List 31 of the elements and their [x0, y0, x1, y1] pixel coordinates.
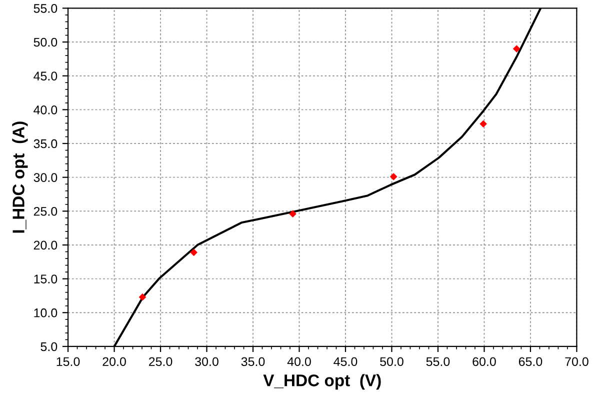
- point: [289, 210, 296, 218]
- y-tick-label: 55.0: [34, 4, 58, 13]
- y-tick-label: 50.0: [34, 38, 58, 47]
- y-tick-label: 35.0: [34, 139, 58, 148]
- y-tick-label: 30.0: [34, 173, 58, 182]
- x-tick-label: 40.0: [287, 357, 311, 366]
- y-tick-label: 20.0: [34, 240, 58, 250]
- y-tick-label: 5.0: [40, 342, 58, 352]
- point: [512, 45, 520, 52]
- y-tick-label: 10.0: [34, 308, 58, 318]
- y-tick-label: 45.0: [34, 72, 58, 80]
- x-tick-label: 50.0: [380, 357, 404, 366]
- point: [480, 120, 487, 128]
- x-tick-label: 60.0: [472, 357, 496, 366]
- x-axis-title: V_HDC opt (V): [263, 374, 381, 390]
- x-tick-label: 35.0: [241, 357, 265, 366]
- point: [138, 293, 146, 301]
- x-tick-label: 45.0: [334, 357, 358, 366]
- x-tick-label: 20.0: [102, 357, 126, 366]
- x-tick-label: 25.0: [148, 357, 172, 366]
- point: [190, 248, 198, 256]
- y-tick-label: 40.0: [34, 105, 58, 114]
- y-tick-label: 15.0: [34, 274, 58, 284]
- x-tick-label: 65.0: [518, 357, 542, 366]
- x-tick-label: 70.0: [565, 357, 588, 366]
- y-axis-title: I_HDC opt (A): [12, 122, 28, 233]
- x-tick-label: 30.0: [195, 357, 218, 366]
- point: [390, 172, 398, 180]
- x-tick-label: 15.0: [56, 357, 80, 366]
- x-tick-label: 55.0: [426, 357, 450, 366]
- y-tick-label: 25.0: [34, 206, 58, 216]
